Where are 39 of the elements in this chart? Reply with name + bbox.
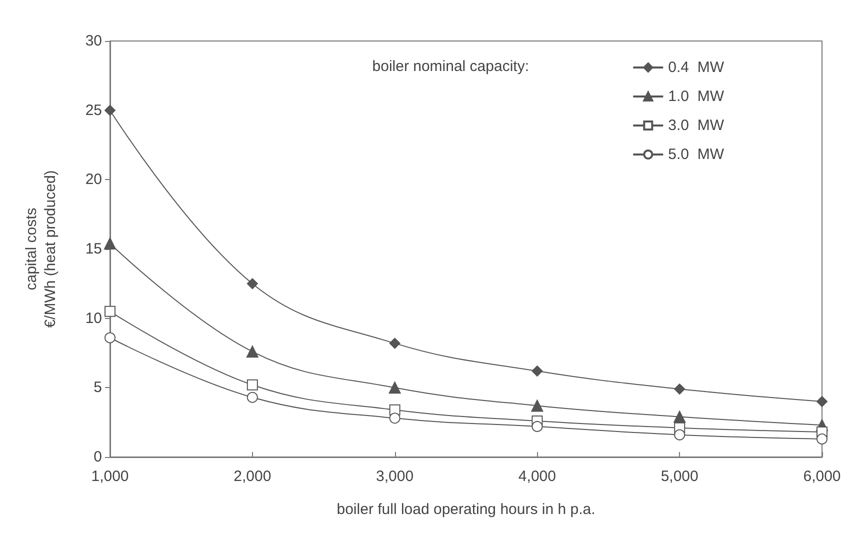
point xyxy=(674,384,686,395)
y-tick-label: 10 xyxy=(85,310,102,327)
point xyxy=(104,237,116,250)
legend-label: 5.0 MW xyxy=(668,146,725,163)
x-tick-label: 2,000 xyxy=(234,468,272,485)
y-tick-label: 0 xyxy=(94,448,102,466)
point xyxy=(104,306,116,317)
point xyxy=(246,392,258,403)
point xyxy=(816,396,828,408)
x-tick-label: 5,000 xyxy=(660,468,698,485)
y-tick-label: 15 xyxy=(85,240,102,258)
point xyxy=(816,433,828,444)
point xyxy=(531,400,544,412)
point xyxy=(246,379,258,390)
point xyxy=(674,410,686,423)
y-tick-label: 30 xyxy=(85,32,102,50)
point xyxy=(246,278,258,290)
y-tick-label: 20 xyxy=(85,171,102,188)
point xyxy=(104,332,116,344)
x-tick-label: 4,000 xyxy=(518,468,556,485)
x-tick-label: 3,000 xyxy=(376,468,414,485)
y-tick-label: 5 xyxy=(94,379,102,396)
legend-label: 1.0 MW xyxy=(668,88,725,105)
y-axis-title: capital costs €/MWh (heat produced) xyxy=(23,170,59,328)
x-tick-label: 6,000 xyxy=(803,468,841,485)
legend-label: 0.4 MW xyxy=(668,59,725,76)
point xyxy=(532,420,543,432)
y-tick-label: 25 xyxy=(85,102,102,119)
point xyxy=(246,346,258,358)
point xyxy=(389,338,400,349)
point xyxy=(104,104,116,116)
point xyxy=(389,412,400,424)
x-axis-title: boiler full load operating hours in h p.a. xyxy=(336,501,596,518)
point xyxy=(388,382,401,394)
x-tick-label: 1,000 xyxy=(91,468,129,485)
legend-label: 3.0 MW xyxy=(668,117,725,134)
point xyxy=(532,366,543,377)
legend-title: boiler nominal capacity: xyxy=(372,58,530,75)
point xyxy=(674,429,686,440)
